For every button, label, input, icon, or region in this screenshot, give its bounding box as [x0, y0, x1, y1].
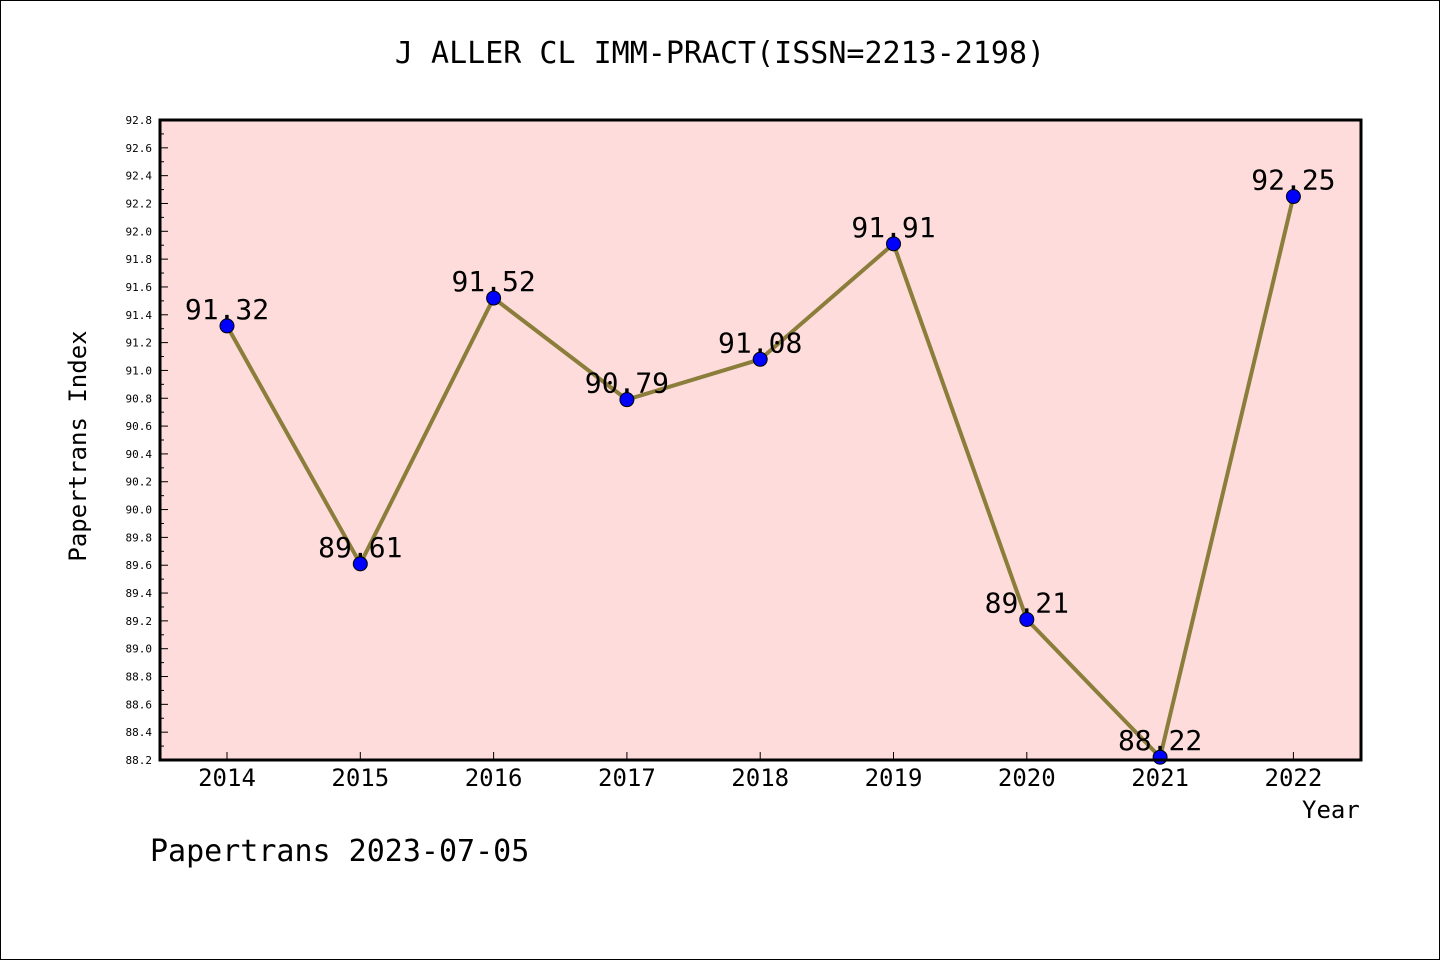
- y-tick-label: 92.0: [126, 225, 153, 238]
- x-tick-label: 2021: [1131, 764, 1189, 792]
- x-tick-label: 2015: [331, 764, 389, 792]
- data-label: 91.32: [185, 293, 269, 326]
- data-point: [352, 556, 368, 572]
- data-point: [886, 236, 901, 252]
- y-tick-label: 89.4: [126, 587, 153, 600]
- y-tick-label: 88.2: [126, 754, 153, 767]
- y-tick-label: 89.8: [126, 531, 153, 544]
- data-point: [619, 392, 635, 408]
- y-tick-label: 91.0: [126, 364, 153, 377]
- y-tick-label: 89.6: [126, 559, 153, 572]
- x-tick-label: 2022: [1265, 764, 1323, 792]
- chart-title: J ALLER CL IMM-PRACT(ISSN=2213-2198): [394, 36, 1046, 71]
- data-point: [1019, 611, 1035, 627]
- y-tick-label: 92.2: [126, 197, 153, 210]
- y-tick-label: 89.2: [126, 615, 153, 628]
- y-tick-label: 88.6: [126, 698, 153, 711]
- data-label: 91.52: [451, 265, 535, 298]
- data-label: 91.08: [718, 326, 802, 359]
- y-tick-label: 90.2: [126, 476, 153, 489]
- y-tick-label: 90.6: [126, 420, 153, 433]
- data-label: 90.79: [585, 367, 669, 400]
- y-tick-label: 90.8: [126, 392, 153, 405]
- data-point: [752, 351, 768, 367]
- data-label: 92.25: [1251, 164, 1335, 197]
- y-tick-label: 91.2: [126, 337, 153, 350]
- data-point: [219, 318, 235, 334]
- data-label: 91.91: [851, 211, 935, 244]
- y-tick-label: 88.4: [126, 726, 153, 739]
- plot-border: [158, 118, 1363, 762]
- y-tick-label: 90.4: [126, 448, 153, 461]
- data-point: [486, 290, 502, 306]
- y-tick-label: 91.8: [126, 253, 153, 266]
- x-tick-label: 2017: [598, 764, 656, 792]
- x-tick-label: 2016: [465, 764, 523, 792]
- data-label: 89.61: [318, 531, 402, 564]
- y-tick-label: 92.4: [126, 170, 153, 183]
- x-axis-label: Year: [1302, 796, 1360, 824]
- y-tick-label: 89.0: [126, 643, 153, 656]
- y-tick-label: 91.4: [126, 309, 153, 322]
- y-tick-label: 90.0: [126, 504, 153, 517]
- y-tick-label: 92.8: [126, 114, 153, 127]
- y-tick-label: 88.8: [126, 671, 153, 684]
- footer-date: Papertrans 2023-07-05: [150, 834, 530, 869]
- plot-area: [160, 120, 1361, 760]
- y-tick-label: 91.6: [126, 281, 153, 294]
- y-tick-label: 92.6: [126, 142, 153, 155]
- x-tick-label: 2020: [998, 764, 1056, 792]
- x-tick-label: 2018: [731, 764, 789, 792]
- data-point: [1285, 189, 1301, 205]
- data-label: 88.22: [1118, 724, 1202, 757]
- data-label: 89.21: [985, 586, 1069, 619]
- x-tick-label: 2019: [865, 764, 923, 792]
- x-tick-label: 2014: [198, 764, 256, 792]
